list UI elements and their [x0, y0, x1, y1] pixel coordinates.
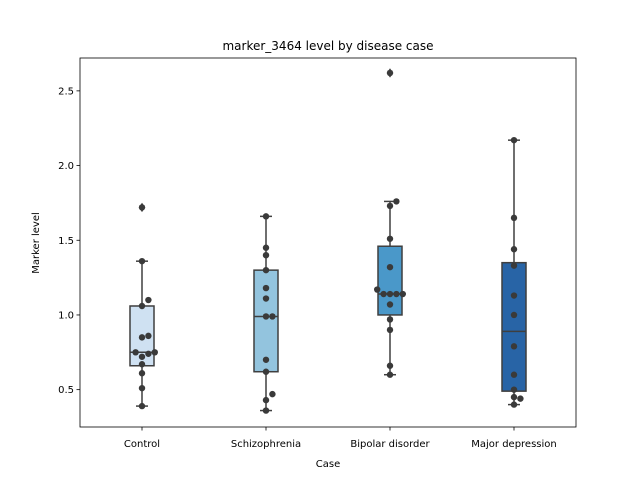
x-tick-label: Bipolar disorder: [350, 439, 430, 450]
data-point: [510, 393, 518, 401]
data-point: [262, 244, 270, 251]
data-point: [510, 371, 518, 378]
y-tick-label: 2.0: [58, 161, 74, 172]
x-axis-label: Case: [316, 459, 340, 470]
x-tick-label: Major depression: [471, 439, 557, 450]
data-point: [386, 69, 394, 77]
data-point: [262, 251, 270, 259]
data-point: [145, 332, 152, 340]
data-point: [262, 213, 270, 220]
box: [501, 261, 527, 392]
data-point: [510, 246, 518, 253]
data-point: [517, 395, 524, 402]
data-point: [138, 361, 146, 368]
data-point: [262, 356, 270, 363]
y-tick-label: 0.5: [58, 385, 74, 396]
data-point: [138, 204, 146, 211]
data-point: [374, 286, 381, 293]
data-point: [145, 296, 152, 304]
data-point: [386, 362, 394, 369]
data-point: [510, 262, 518, 269]
y-tick-label: 1.5: [58, 236, 74, 247]
data-point: [151, 349, 158, 356]
data-point: [262, 396, 270, 404]
x-tick-label: Schizophrenia: [231, 439, 301, 450]
data-point: [393, 290, 400, 298]
data-point: [399, 290, 406, 298]
data-point: [132, 349, 139, 356]
data-point: [510, 292, 518, 299]
data-point: [510, 214, 518, 222]
data-point: [510, 386, 518, 393]
data-point: [510, 136, 518, 144]
data-point: [145, 350, 152, 357]
data-point: [262, 313, 270, 320]
data-point: [386, 301, 394, 308]
data-point: [138, 302, 146, 310]
data-point: [138, 334, 146, 341]
data-point: [393, 198, 400, 205]
data-point: [138, 370, 146, 377]
data-point: [386, 316, 394, 323]
data-point: [138, 402, 146, 410]
data-point: [269, 390, 276, 398]
plot-frame: [79, 57, 577, 428]
data-point: [262, 368, 270, 375]
data-point: [386, 371, 394, 378]
data-point: [386, 326, 394, 334]
data-point: [510, 311, 518, 319]
y-tick-label: 1.0: [58, 310, 74, 321]
chart-title: marker_3464 level by disease case: [222, 39, 433, 53]
data-point: [262, 266, 270, 274]
data-point: [386, 202, 394, 210]
x-tick-label: Control: [124, 439, 160, 450]
data-point: [510, 401, 518, 408]
data-point: [262, 407, 270, 414]
data-point: [138, 353, 146, 360]
data-point: [138, 384, 146, 392]
data-point: [269, 313, 276, 320]
data-point: [386, 235, 394, 242]
plot-area: 0.5 1.0 1.5 2.0 2.5 Control Schizophrenia Bipol…: [58, 57, 577, 450]
data-point: [380, 290, 387, 298]
data-point: [262, 284, 270, 292]
data-point: [138, 257, 146, 265]
data-point: [386, 290, 394, 298]
y-axis-label: Marker level: [31, 212, 42, 274]
data-point: [262, 295, 270, 302]
data-point: [510, 343, 518, 350]
y-tick-label: 2.5: [58, 86, 74, 97]
data-point: [386, 263, 394, 271]
